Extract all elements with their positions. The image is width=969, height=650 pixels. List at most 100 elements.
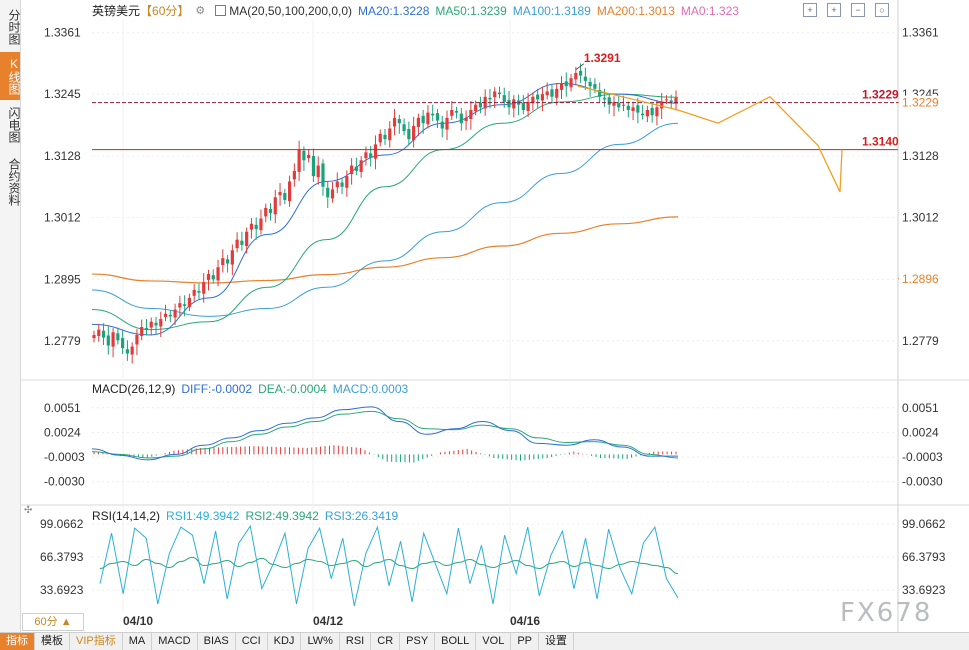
vip-indicator-button[interactable]: VIP指标	[70, 633, 123, 650]
macd-button[interactable]: MACD	[152, 633, 198, 650]
candle-body	[163, 313, 168, 317]
ma200-line	[91, 216, 679, 284]
rsi1-value: RSI1:49.3942	[166, 509, 240, 523]
candle-body	[135, 334, 139, 345]
candle-body	[669, 100, 673, 103]
candle-body	[111, 332, 115, 347]
zoom-out-icon[interactable]: −	[851, 3, 865, 17]
rsi2-value: RSI2:49.3942	[245, 509, 319, 523]
candle-body	[464, 117, 468, 122]
indicator-toolbar: 指标 模板 VIP指标 MA MACD BIAS CCI KDJ LW% RSI…	[0, 632, 969, 650]
macd-diff-line	[91, 406, 678, 461]
candle-body	[559, 83, 564, 90]
candle-body	[340, 182, 344, 187]
lw-button[interactable]: LW%	[301, 633, 340, 650]
settings-button[interactable]: 设置	[539, 633, 574, 650]
candle-body	[373, 144, 378, 159]
period-label: 【60分】	[140, 4, 190, 18]
price-tick-left: 1.3128	[44, 149, 81, 163]
candle-body	[149, 321, 153, 328]
period-selector[interactable]: 60分 ▲	[22, 613, 84, 631]
candle-body	[488, 97, 492, 100]
macd-tick-left: 0.0024	[44, 425, 81, 439]
rsi-button[interactable]: RSI	[340, 633, 372, 650]
rsi-tick-left: 99.0662	[40, 517, 84, 531]
cci-button[interactable]: CCI	[236, 633, 268, 650]
candle-body	[101, 330, 106, 338]
candle-body	[426, 112, 430, 125]
candle-body	[278, 192, 282, 196]
settings-icon[interactable]: ⚙	[195, 5, 206, 17]
tab-contract-info[interactable]: 合约资料	[7, 158, 21, 206]
candle-body	[206, 274, 211, 280]
candle-body	[612, 102, 616, 106]
ma-toggle-icon[interactable]	[215, 5, 227, 16]
candle-body	[225, 259, 230, 264]
reset-icon[interactable]: ○	[875, 3, 889, 17]
candle-body	[578, 70, 583, 76]
psy-button[interactable]: PSY	[400, 633, 436, 650]
vol-button[interactable]: VOL	[476, 633, 512, 650]
ma100-line	[91, 122, 679, 317]
template-button[interactable]: 模板	[35, 633, 70, 650]
candle-body	[283, 193, 287, 200]
instrument-name: 英镑美元	[92, 4, 141, 18]
macd-tick-right: -0.0003	[902, 450, 943, 464]
candle-body	[440, 121, 444, 129]
tab-flash[interactable]: 闪电图	[7, 107, 21, 143]
cr-button[interactable]: CR	[371, 633, 401, 650]
candle-body	[531, 96, 535, 104]
candle-body	[159, 319, 163, 327]
zoom-in-icon[interactable]: +	[827, 3, 841, 17]
price-tick-right: 1.3012	[902, 210, 939, 224]
price-tick-left: 1.2779	[44, 334, 81, 348]
candle-body	[450, 109, 454, 116]
forecast-path	[577, 85, 843, 193]
candle-body	[144, 328, 149, 330]
macd-tick-left: -0.0003	[44, 450, 85, 464]
candle-body	[512, 99, 516, 109]
candle-body	[273, 197, 277, 215]
candle-body	[445, 117, 449, 130]
price-marker-box	[899, 95, 969, 110]
rsi-title: RSI(14,14,2)	[92, 509, 161, 523]
macd-header: MACD(26,12,9) DIFF:-0.0002 DEA:-0.0004 M…	[92, 382, 408, 396]
candle-body	[660, 102, 664, 109]
rsi-fast-line	[99, 524, 679, 607]
price-level-label: 1.3140	[862, 135, 899, 149]
ma-button[interactable]: MA	[123, 633, 153, 650]
candle-body	[459, 113, 463, 124]
view-side-tabs: 分时图 K线图 闪电图 合约资料	[0, 0, 21, 632]
candle-body	[407, 129, 411, 140]
candle-body	[345, 176, 349, 188]
candle-body	[598, 89, 602, 97]
boll-button[interactable]: BOLL	[435, 633, 477, 650]
candle-body	[550, 89, 554, 97]
ma50-value: MA50:1.3239	[435, 3, 507, 18]
tab-timeshare[interactable]: 分时图	[7, 9, 21, 45]
candle-body	[674, 97, 678, 104]
price-level-layer: 1.3229 1.3140 1.3291	[92, 51, 899, 151]
candle-body	[593, 84, 597, 89]
tab-kline[interactable]: K线图	[0, 52, 21, 100]
bias-button[interactable]: BIAS	[198, 633, 236, 650]
indicator-button[interactable]: 指标	[0, 633, 35, 650]
candle-body	[621, 104, 626, 106]
candle-body	[502, 95, 506, 103]
rsi-drag-icon[interactable]: ✣	[24, 505, 33, 516]
candle-body	[330, 189, 335, 199]
candle-body	[154, 322, 158, 326]
fullscreen-icon[interactable]: +	[803, 3, 817, 17]
candle-body	[192, 289, 196, 296]
candle-body	[202, 282, 206, 294]
macd-diff-value: DIFF:-0.0002	[181, 382, 253, 396]
candle-body	[187, 297, 192, 307]
candle-body	[173, 309, 177, 318]
candle-body	[631, 107, 635, 112]
kdj-button[interactable]: KDJ	[268, 633, 302, 650]
rsi-tick-left: 33.6923	[40, 583, 84, 597]
pp-button[interactable]: PP	[511, 633, 539, 650]
price-tick-left: 1.2895	[44, 272, 81, 286]
